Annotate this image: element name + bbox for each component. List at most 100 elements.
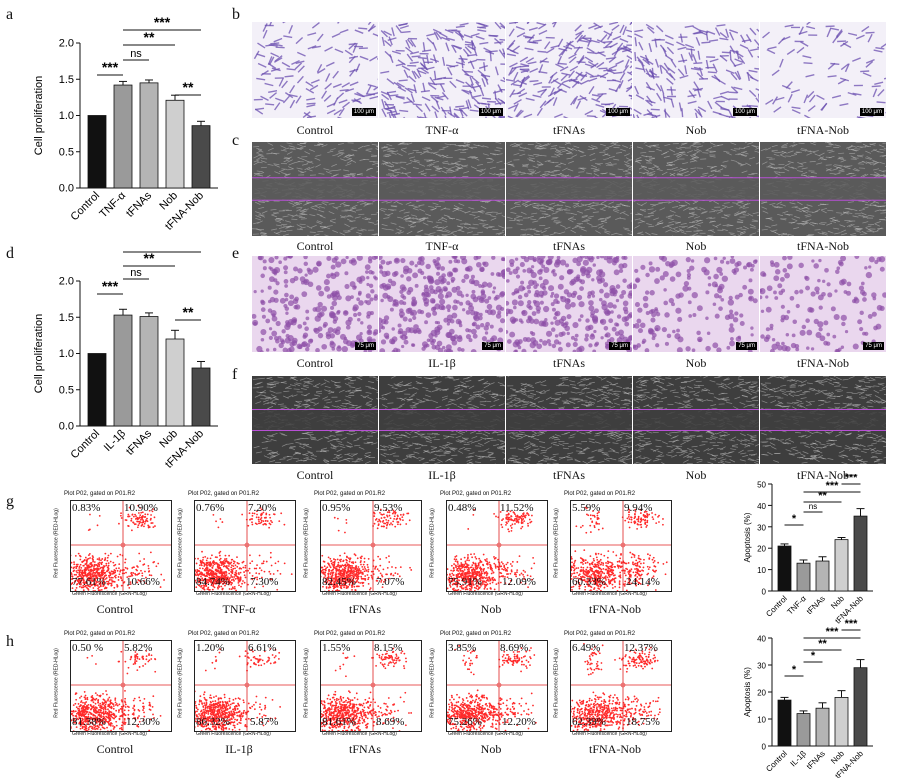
flow-condition-label: tFNA-Nob [588, 602, 641, 616]
flow-x-label: Green Fluorescence (GRN-HLog) [196, 591, 271, 597]
flow-x-label: Green Fluorescence (GRN-HLog) [572, 731, 647, 737]
bar [815, 707, 830, 747]
bar [113, 314, 133, 427]
panel-letter-e: e [232, 245, 240, 262]
flow-x-label: Green Fluorescence (GRN-HLog) [572, 591, 647, 597]
quadrant-percent-lr: 7.30% [250, 576, 279, 588]
flow-x-label: Green Fluorescence (GRN-HLog) [448, 591, 523, 597]
flow-condition-label: tFNA-Nob [588, 742, 641, 756]
quadrant-percent-lr: 5.87% [250, 716, 279, 728]
quadrant-percent-ul: 0.76% [196, 502, 225, 514]
flow-plot: Plot P02, gated on P01.R2 Red Fluorescenc… [53, 491, 174, 616]
condition-label: tFNAs [552, 239, 585, 253]
bar [113, 84, 133, 189]
micrograph-tile [633, 142, 759, 236]
x-tick-label: Nob [157, 190, 180, 213]
quadrant-percent-ul: 3.85% [448, 642, 477, 654]
condition-label: Control [296, 468, 334, 482]
flow-plot-title: Plot P02, gated on P01.R2 [564, 491, 636, 497]
condition-label: Nob [685, 468, 707, 482]
quadrant-percent-ur: 6.61% [248, 642, 277, 654]
micrograph-tile: 100 μm [633, 22, 759, 118]
flow-condition-label: tFNAs [348, 742, 381, 756]
flow-plot-title: Plot P02, gated on P01.R2 [564, 631, 636, 637]
bar-chart-g: 0 10 20 30 40 50 Apoptosis (%) ControlTNF-αtFNA… [743, 474, 873, 626]
x-tick-label: Control [764, 594, 789, 619]
significance-label: * [792, 664, 797, 676]
condition-label: TNF-α [425, 123, 459, 137]
scale-bar: 75 μm [863, 342, 884, 350]
bar [796, 713, 811, 747]
quadrant-percent-ll: 75.26% [448, 716, 482, 728]
micrograph-tile [760, 376, 886, 464]
flow-plot: Plot P02, gated on P01.R2 Red Fluorescenc… [430, 491, 550, 616]
micrograph-tile: 100 μm [379, 22, 505, 118]
quadrant-percent-ur: 5.82% [124, 642, 153, 654]
quadrant-percent-ur: 7.20% [248, 502, 277, 514]
scale-bar: 75 μm [609, 342, 630, 350]
quadrant-percent-ul: 1.55% [322, 642, 351, 654]
panel-letter-d: d [6, 245, 14, 262]
flow-y-label: Red Fluorescence (RED-HLog) [53, 508, 60, 578]
flow-condition-label: IL-1β [225, 742, 253, 756]
quadrant-percent-ul: 0.50 % [72, 642, 104, 654]
scale-bar: 75 μm [482, 342, 503, 350]
bar [777, 699, 792, 747]
quadrant-percent-ll: 60.33% [572, 576, 606, 588]
quadrant-percent-ul: 5.59% [572, 502, 601, 514]
micrograph-tile: 100 μm [506, 22, 632, 118]
y-tick-label: 40 [757, 635, 766, 644]
quadrant-percent-lr: 10.66% [126, 576, 160, 588]
condition-label: tFNA-Nob [796, 239, 849, 253]
micrograph-tile: 75 μm [633, 256, 759, 352]
condition-label: tFNA-Nob [796, 356, 849, 370]
y-tick-label: 1.5 [59, 312, 74, 324]
quadrant-percent-ul: 0.48% [448, 502, 477, 514]
flow-plot: Plot P02, gated on P01.R2 Red Fluorescenc… [554, 631, 674, 756]
flow-plot: Plot P02, gated on P01.R2 Red Fluorescenc… [304, 491, 424, 616]
quadrant-percent-ul: 1.20% [196, 642, 225, 654]
bar [191, 367, 211, 427]
significance-label: * [811, 650, 816, 662]
x-tick-label: Control [69, 190, 103, 224]
significance-label: ** [144, 29, 155, 45]
quadrant-percent-ur: 9.94% [624, 502, 653, 514]
bar [139, 316, 159, 427]
significance-label: ** [183, 304, 194, 320]
flow-plot-title: Plot P02, gated on P01.R2 [314, 491, 386, 497]
quadrant-percent-lr: 12.30% [126, 716, 160, 728]
condition-label: Control [296, 123, 334, 137]
flow-plot: Plot P02, gated on P01.R2 Red Fluorescenc… [178, 491, 298, 616]
quadrant-percent-ur: 12.37% [624, 642, 658, 654]
bar [834, 539, 849, 592]
x-tick-label: tFNAs [805, 749, 827, 771]
flow-condition-label: Nob [480, 602, 502, 616]
panel-letter-b: b [232, 6, 240, 23]
condition-label: Nob [685, 356, 707, 370]
quadrant-percent-ll: 84.74% [196, 576, 230, 588]
y-tick-label: 1.5 [59, 74, 74, 86]
flow-plot: Plot P02, gated on P01.R2 Red Fluorescenc… [304, 631, 424, 756]
x-tick-label: TNF-α [97, 189, 128, 220]
x-tick-label: Nob [157, 428, 180, 451]
quadrant-percent-ur: 9.53% [374, 502, 403, 514]
condition-label: Nob [685, 239, 707, 253]
significance-label: ** [818, 490, 827, 502]
flow-y-label: Red Fluorescence (RED-HLog) [429, 648, 436, 718]
flow-condition-label: TNF-α [222, 602, 256, 616]
quadrant-percent-ur: 11.52% [500, 502, 534, 514]
panel-letter-g: g [6, 493, 14, 510]
condition-label: tFNAs [552, 356, 585, 370]
y-tick-label: 50 [757, 481, 766, 490]
condition-label: TNF-α [425, 239, 459, 253]
scale-bar: 100 μm [478, 108, 503, 116]
flow-condition-label: Nob [480, 742, 502, 756]
panel-letter-h: h [6, 633, 14, 650]
y-tick-label: 10 [757, 716, 766, 725]
flow-y-label: Red Fluorescence (RED-HLog) [553, 508, 560, 578]
quadrant-percent-ul: 0.83% [72, 502, 101, 514]
quadrant-percent-ur: 10.90% [124, 502, 158, 514]
flow-y-label: Red Fluorescence (RED-HLog) [177, 648, 184, 718]
y-tick-label: 2.0 [59, 38, 74, 50]
quadrant-percent-ur: 8.15% [374, 642, 403, 654]
